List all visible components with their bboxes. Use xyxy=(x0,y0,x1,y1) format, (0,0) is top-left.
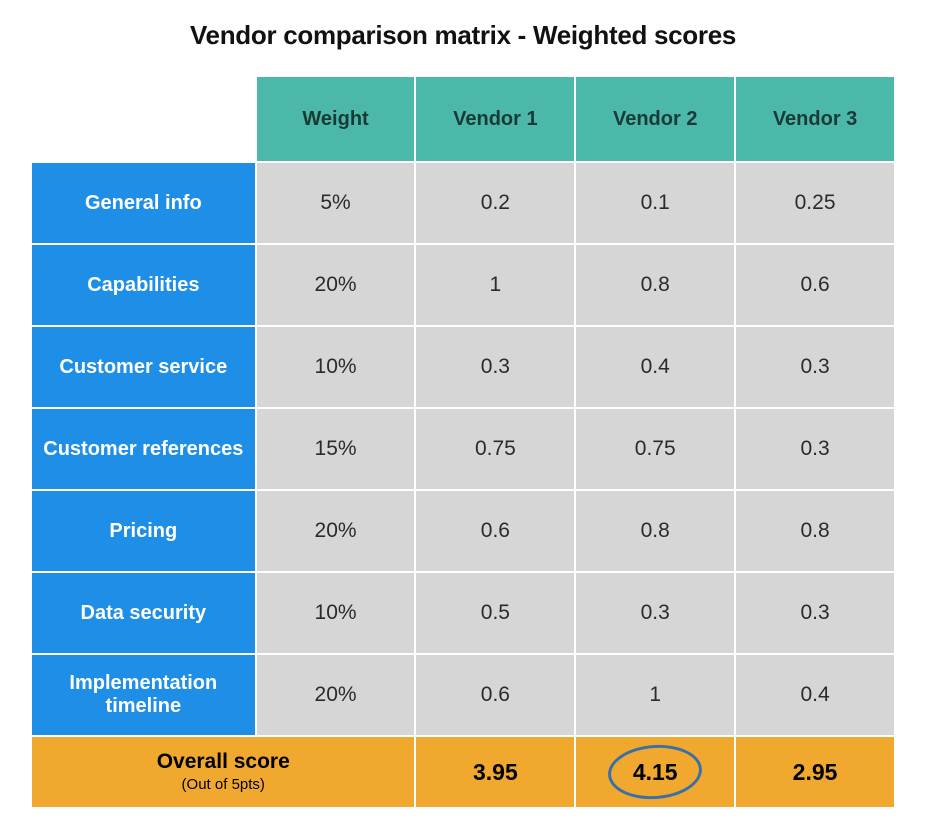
col-header-vendor2: Vendor 2 xyxy=(575,76,735,162)
overall-vendor1: 3.95 xyxy=(415,736,575,808)
cell: 0.2 xyxy=(415,162,575,244)
row-header: General info xyxy=(31,162,256,244)
page-title: Vendor comparison matrix - Weighted scor… xyxy=(30,20,896,51)
row-header: Pricing xyxy=(31,490,256,572)
cell: 0.6 xyxy=(415,654,575,736)
cell: 0.3 xyxy=(575,572,735,654)
header-row: Weight Vendor 1 Vendor 2 Vendor 3 xyxy=(31,76,895,162)
overall-vendor2: 4.15 xyxy=(575,736,735,808)
cell: 0.3 xyxy=(735,408,895,490)
cell: 0.3 xyxy=(735,326,895,408)
cell: 0.3 xyxy=(415,326,575,408)
cell: 0.4 xyxy=(735,654,895,736)
cell: 0.6 xyxy=(735,244,895,326)
overall-label-text: Overall score xyxy=(157,750,290,773)
table-row: Capabilities20%10.80.6 xyxy=(31,244,895,326)
table-row: Customer service10%0.30.40.3 xyxy=(31,326,895,408)
table-row: General info5%0.20.10.25 xyxy=(31,162,895,244)
cell: 0.8 xyxy=(575,244,735,326)
cell: 0.6 xyxy=(415,490,575,572)
cell: 1 xyxy=(415,244,575,326)
col-header-vendor1: Vendor 1 xyxy=(415,76,575,162)
cell: 0.5 xyxy=(415,572,575,654)
row-header: Customer service xyxy=(31,326,256,408)
col-header-vendor3: Vendor 3 xyxy=(735,76,895,162)
cell: 0.1 xyxy=(575,162,735,244)
col-header-weight: Weight xyxy=(256,76,416,162)
overall-label: Overall score (Out of 5pts) xyxy=(31,736,415,808)
overall-vendor3: 2.95 xyxy=(735,736,895,808)
cell: 0.4 xyxy=(575,326,735,408)
cell: 1 xyxy=(575,654,735,736)
cell: 15% xyxy=(256,408,416,490)
table-row: Customer references15%0.750.750.3 xyxy=(31,408,895,490)
row-header: Implementation timeline xyxy=(31,654,256,736)
cell: 10% xyxy=(256,326,416,408)
cell: 0.25 xyxy=(735,162,895,244)
overall-row: Overall score (Out of 5pts) 3.95 4.15 2.… xyxy=(31,736,895,808)
cell: 20% xyxy=(256,244,416,326)
row-header: Capabilities xyxy=(31,244,256,326)
overall-sublabel: (Out of 5pts) xyxy=(32,776,414,793)
corner-blank xyxy=(31,76,256,162)
table-body: General info5%0.20.10.25Capabilities20%1… xyxy=(31,162,895,736)
cell: 20% xyxy=(256,490,416,572)
table-row: Data security10%0.50.30.3 xyxy=(31,572,895,654)
cell: 0.75 xyxy=(415,408,575,490)
cell: 5% xyxy=(256,162,416,244)
row-header: Customer references xyxy=(31,408,256,490)
cell: 0.75 xyxy=(575,408,735,490)
comparison-table: Weight Vendor 1 Vendor 2 Vendor 3 Genera… xyxy=(30,75,896,809)
cell: 0.8 xyxy=(575,490,735,572)
cell: 0.3 xyxy=(735,572,895,654)
table-row: Implementation timeline20%0.610.4 xyxy=(31,654,895,736)
cell: 20% xyxy=(256,654,416,736)
table-row: Pricing20%0.60.80.8 xyxy=(31,490,895,572)
cell: 0.8 xyxy=(735,490,895,572)
row-header: Data security xyxy=(31,572,256,654)
cell: 10% xyxy=(256,572,416,654)
